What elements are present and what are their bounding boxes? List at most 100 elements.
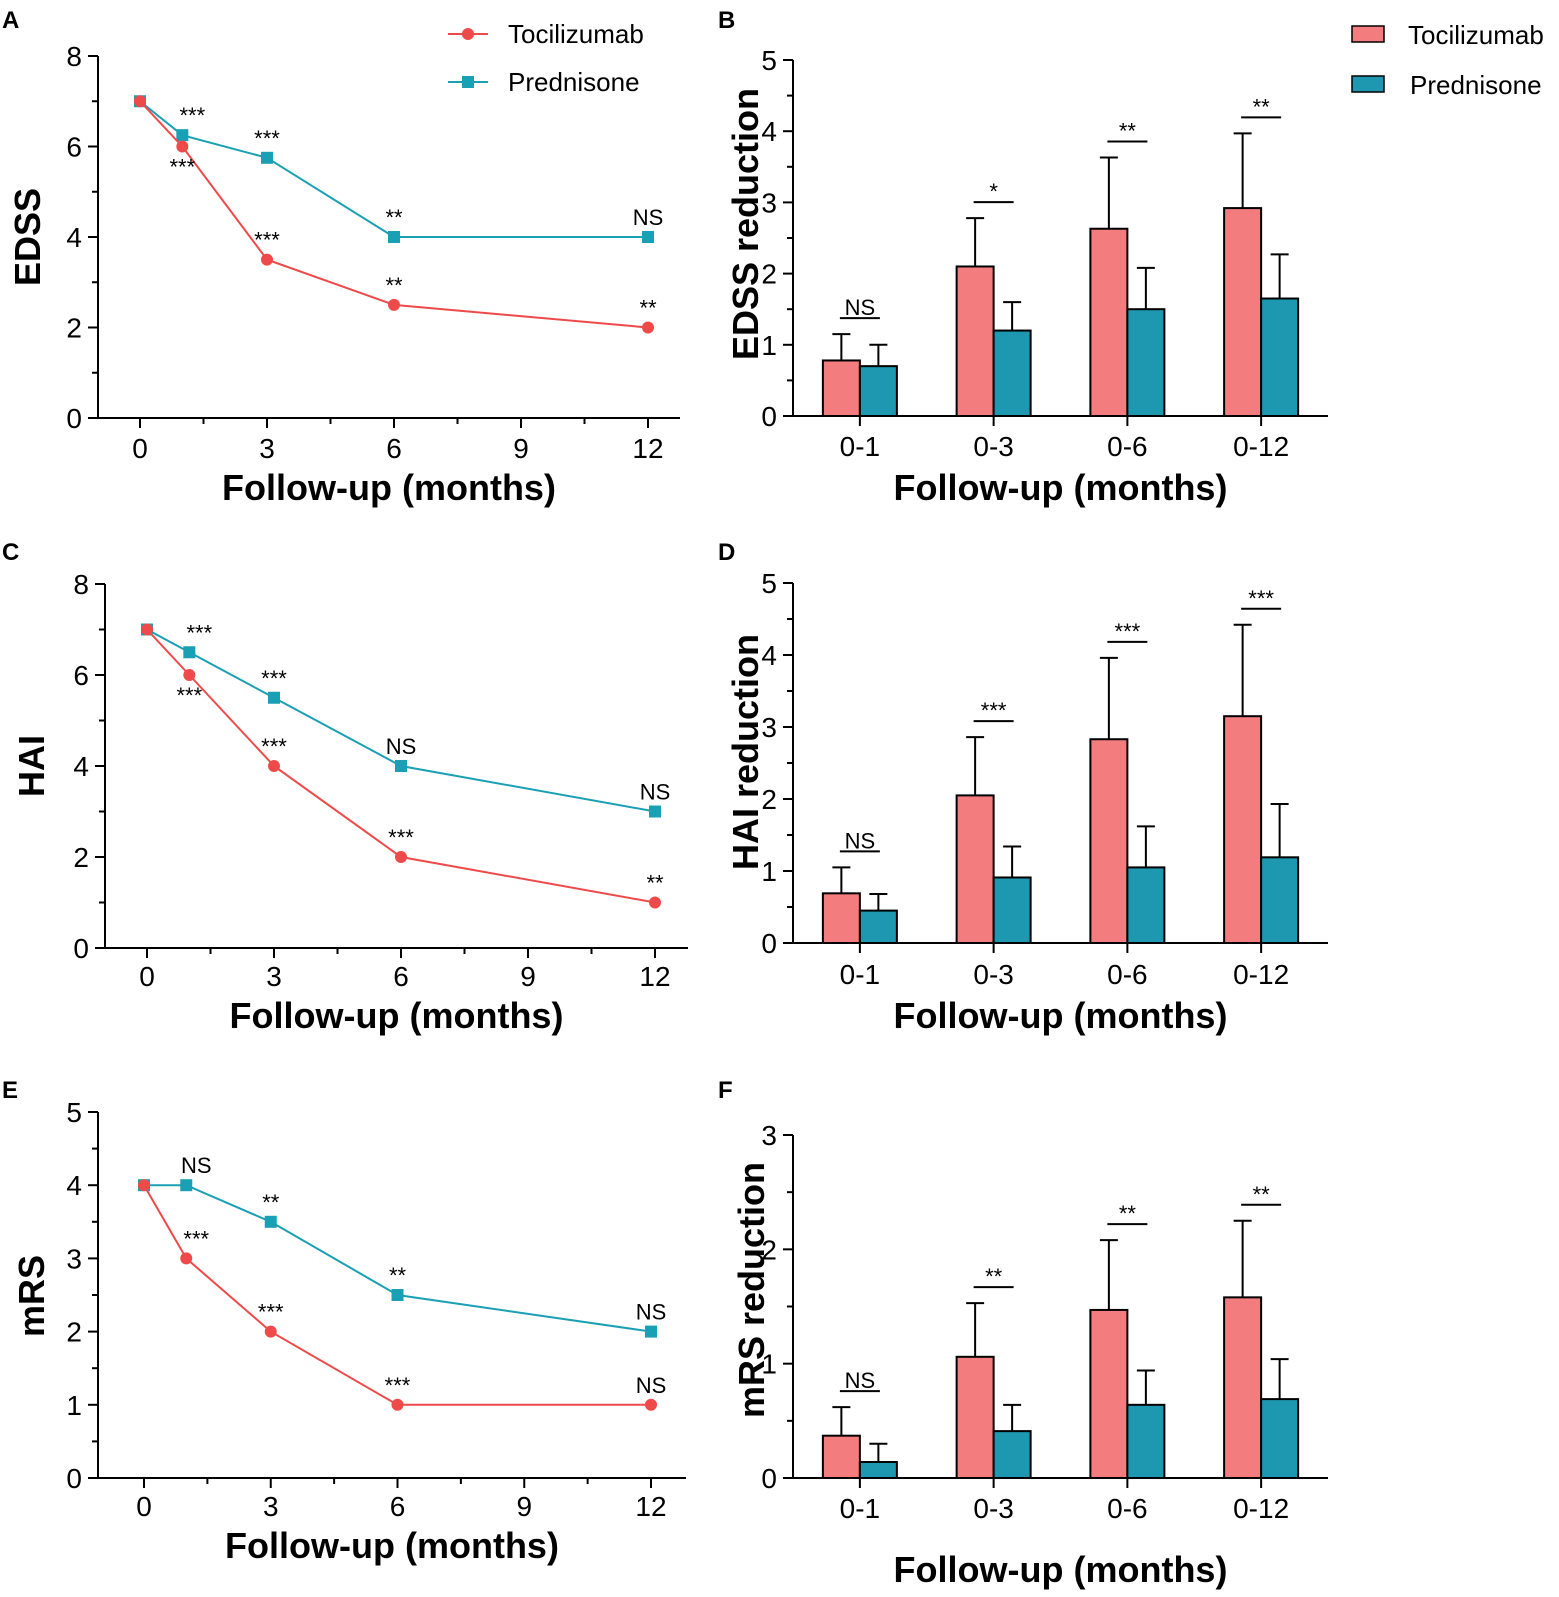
- data-point-prednisone: [391, 1289, 404, 1301]
- significance-label: ***: [1115, 619, 1141, 644]
- significance-label: ***: [254, 126, 280, 151]
- significance-label: ***: [385, 1373, 411, 1398]
- bar-prednisone: [992, 876, 1032, 944]
- significance-label: ***: [258, 1300, 284, 1325]
- data-point-tocilizumab: [395, 851, 407, 863]
- significance-label: NS: [640, 780, 671, 805]
- bar-tocilizumab: [955, 1355, 995, 1479]
- y-tick-label: 2: [761, 259, 777, 290]
- legend-prednisone-bar-label: Prednisone: [1410, 70, 1542, 100]
- y-tick-label: 4: [761, 116, 777, 147]
- significance-label: ***: [388, 825, 414, 850]
- bar-tocilizumab: [1089, 738, 1129, 944]
- bar-prednisone: [1260, 297, 1300, 417]
- x-tick-label: 0-3: [973, 959, 1013, 990]
- x-tick-label: 0: [139, 961, 155, 992]
- chart-panel-c: 0 2 4 6 8 HAI Follow-up (months) 0 3 6 9 12 *** *** NS…: [11, 569, 688, 1036]
- x-tick-label: 3: [266, 961, 282, 992]
- legend-prednisone-label: Prednisone: [508, 67, 640, 97]
- x-tick-label: 12: [639, 961, 670, 992]
- y-axis-title: HAI: [11, 735, 52, 797]
- panel-letter-b: B: [718, 7, 735, 34]
- x-axis-title: Follow-up (months): [894, 1549, 1228, 1590]
- y-tick-label: 1: [761, 330, 777, 361]
- data-point-tocilizumab: [138, 1179, 150, 1192]
- data-point-prednisone: [645, 1325, 657, 1338]
- x-tick-label: 6: [393, 961, 409, 992]
- data-point-tocilizumab: [264, 1325, 277, 1338]
- data-point-prednisone: [388, 231, 400, 243]
- y-tick-label: 8: [73, 569, 89, 600]
- data-point-tocilizumab: [141, 623, 153, 636]
- y-tick-label: 5: [66, 1097, 82, 1128]
- significance-label: **: [385, 273, 403, 298]
- significance-label: NS: [633, 205, 664, 230]
- x-tick-label: 9: [520, 961, 536, 992]
- x-tick-label: 6: [386, 433, 402, 464]
- significance-label: ***: [176, 683, 202, 708]
- x-tick-label: 9: [516, 1491, 532, 1522]
- x-tick-label: 0-1: [840, 959, 880, 990]
- data-point-prednisone: [649, 805, 661, 818]
- x-tick-label: 9: [513, 433, 529, 464]
- bar-prednisone: [1126, 1403, 1166, 1479]
- bar-prednisone: [1126, 308, 1166, 418]
- x-tick-label: 0-12: [1233, 431, 1289, 462]
- y-tick-label: 0: [66, 403, 82, 434]
- data-point-prednisone: [261, 151, 273, 164]
- y-axis-title: EDSS: [7, 188, 48, 286]
- significance-label: NS: [845, 1368, 876, 1393]
- significance-label: NS: [636, 1373, 667, 1398]
- x-tick-label: 12: [632, 433, 663, 464]
- data-point-tocilizumab: [268, 760, 280, 772]
- bar-tocilizumab: [955, 265, 995, 418]
- data-point-tocilizumab: [649, 896, 661, 909]
- significance-label: ***: [169, 155, 195, 180]
- y-tick-label: 4: [73, 751, 89, 782]
- significance-label: **: [389, 1263, 407, 1288]
- x-tick-label: 0-1: [840, 1493, 880, 1524]
- x-axis-title: Follow-up (months): [894, 467, 1228, 508]
- x-tick-label: 6: [390, 1491, 406, 1522]
- y-tick-label: 2: [761, 1234, 777, 1265]
- x-tick-label: 0-6: [1107, 431, 1147, 462]
- y-tick-label: 0: [73, 933, 89, 964]
- significance-label: ***: [186, 620, 212, 645]
- y-tick-label: 4: [761, 640, 777, 671]
- bar-prednisone: [992, 329, 1032, 417]
- bar-prednisone: [858, 1460, 898, 1479]
- legend-prednisone-marker: [462, 76, 474, 88]
- x-tick-label: 0-3: [973, 1493, 1013, 1524]
- bar-prednisone: [1126, 866, 1166, 945]
- significance-label: ***: [981, 698, 1007, 723]
- x-tick-label: 0-6: [1107, 1493, 1147, 1524]
- significance-label: **: [1119, 119, 1137, 144]
- y-tick-label: 4: [66, 1170, 82, 1201]
- bar-tocilizumab: [1223, 1296, 1263, 1480]
- y-tick-label: 1: [761, 856, 777, 887]
- significance-label: NS: [181, 1153, 212, 1178]
- data-point-prednisone: [264, 1215, 277, 1228]
- data-point-prednisone: [395, 760, 407, 772]
- data-point-tocilizumab: [642, 321, 654, 334]
- significance-label: **: [646, 871, 664, 896]
- data-point-tocilizumab: [183, 669, 196, 681]
- x-tick-label: 0-6: [1107, 959, 1147, 990]
- bar-tocilizumab: [955, 794, 995, 945]
- significance-label: *: [989, 179, 998, 204]
- y-tick-label: 2: [73, 842, 89, 873]
- bar-prednisone: [1260, 1398, 1300, 1479]
- significance-label: ***: [261, 734, 287, 759]
- significance-label: **: [639, 296, 657, 321]
- data-point-prednisone: [176, 129, 189, 142]
- x-tick-label: 0-1: [840, 431, 880, 462]
- y-tick-label: 5: [761, 568, 777, 599]
- y-tick-label: 3: [761, 712, 777, 743]
- data-point-tocilizumab: [134, 95, 146, 108]
- panel-letter-d: D: [718, 539, 735, 566]
- y-axis-title: mRS reduction: [731, 1162, 772, 1418]
- significance-label: ***: [183, 1226, 209, 1251]
